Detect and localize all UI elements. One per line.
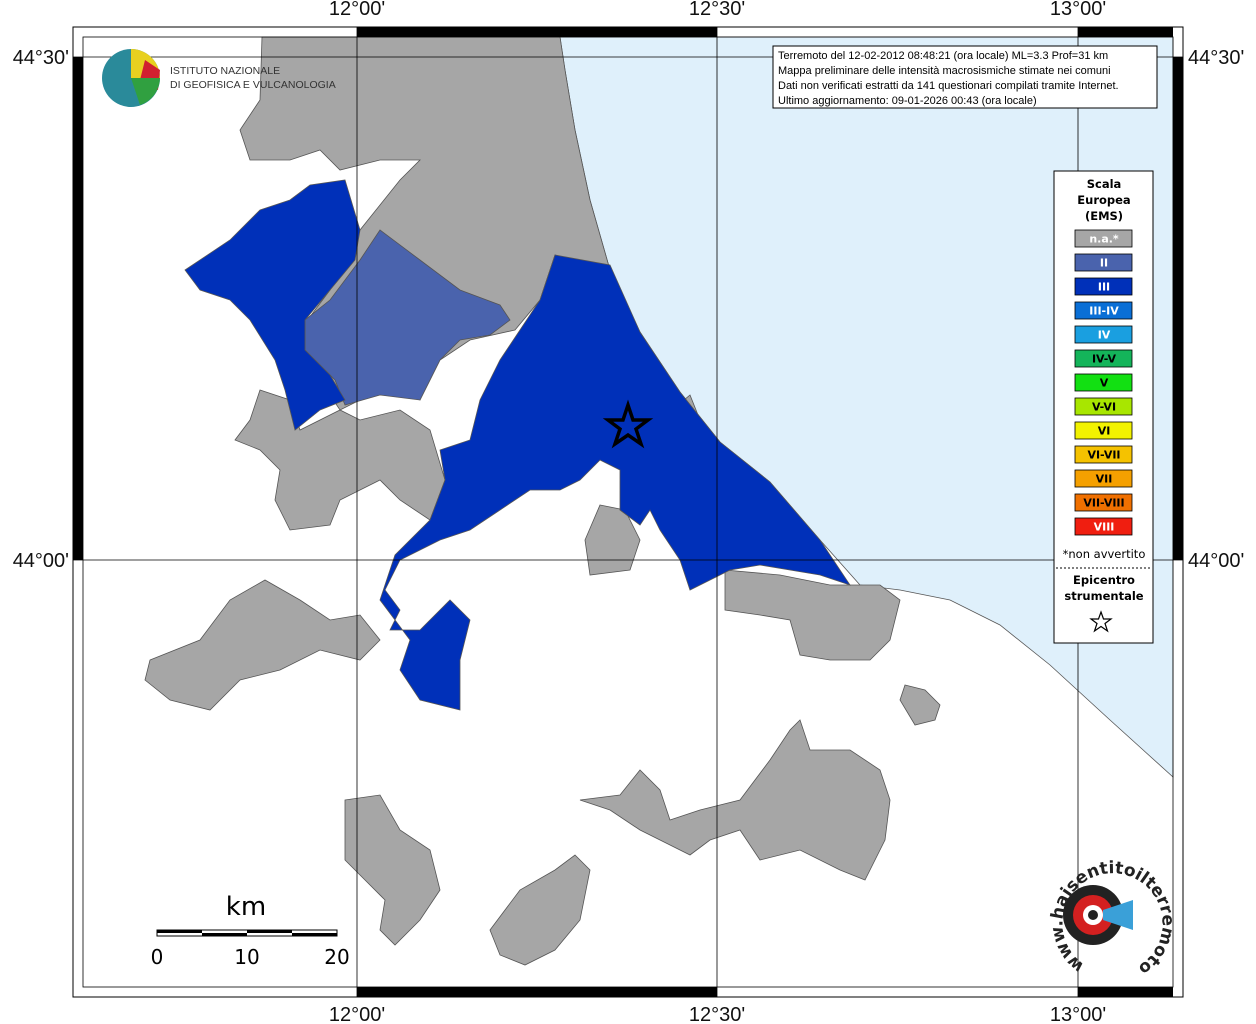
- latitude-label: 44°00': [1188, 550, 1244, 572]
- legend-label: IV-V: [1092, 353, 1117, 366]
- area: [304, 229, 511, 406]
- municipalities: [144, 36, 941, 966]
- scale-label: 20: [324, 945, 349, 969]
- frame-bar: [1173, 57, 1183, 560]
- watermark-horn: [1103, 900, 1133, 930]
- logo-text: ISTITUTO NAZIONALE: [170, 65, 280, 77]
- longitude-label: 12°30': [689, 0, 745, 20]
- latitude-label: 44°00': [13, 550, 69, 572]
- info-line: Mappa preliminare delle intensità macros…: [778, 65, 1111, 77]
- legend-swatch: [1074, 253, 1133, 272]
- legend-swatch: [1074, 229, 1133, 248]
- legend-epicenter: Epicentro: [1073, 573, 1135, 587]
- frame-bar: [357, 27, 717, 37]
- legend-title: (EMS): [1085, 209, 1123, 223]
- legend-title: Scala: [1087, 177, 1122, 191]
- longitude-label: 12°00': [329, 1004, 385, 1024]
- legend-swatch: [1074, 301, 1133, 320]
- longitude-label: 13°00': [1050, 0, 1106, 20]
- latitude-label: 44°30': [1188, 47, 1244, 69]
- legend-label: VIII: [1094, 521, 1115, 534]
- info-line: Dati non verificati estratti da 141 ques…: [778, 80, 1119, 92]
- legend-swatch: [1074, 277, 1133, 296]
- legend-label: VII: [1096, 473, 1113, 486]
- area: [184, 179, 361, 431]
- watermark-circle: [1088, 910, 1098, 920]
- area: [234, 389, 446, 531]
- info-frame: [772, 45, 1158, 109]
- epicenter: [602, 399, 654, 449]
- frame-border: [73, 27, 1183, 997]
- info-line: Ultimo aggiornamento: 09-01-2026 00:43 (…: [778, 95, 1037, 107]
- area: [579, 719, 891, 881]
- legend-swatch: [1074, 373, 1133, 392]
- legend-swatch: [1074, 493, 1133, 512]
- legend-label: III: [1098, 281, 1110, 294]
- longitude-label: 12°00': [329, 0, 385, 20]
- frame-bar: [73, 57, 83, 560]
- area: [144, 579, 381, 711]
- legend-swatch: [1074, 397, 1133, 416]
- area: [724, 569, 901, 661]
- scale-label: 10: [234, 945, 259, 969]
- area: [379, 254, 851, 711]
- area: [899, 684, 941, 726]
- scale-unit: km: [226, 892, 266, 922]
- legend-label: V: [1100, 377, 1109, 390]
- area: [344, 794, 441, 946]
- area: [489, 854, 591, 966]
- frame-bar: [1078, 987, 1173, 997]
- scale-label: 0: [151, 945, 164, 969]
- legend-label: V-VI: [1092, 401, 1116, 414]
- longitude-label: 13°00': [1050, 1004, 1106, 1024]
- legend-label: VI: [1098, 425, 1111, 438]
- legend-note: *non avvertito: [1063, 547, 1146, 561]
- legend-title: Europea: [1077, 193, 1130, 207]
- scale-segment: [157, 930, 202, 933]
- legend-label: II: [1100, 257, 1108, 270]
- legend-label: VII-VIII: [1083, 497, 1124, 510]
- frame-bar: [357, 987, 717, 997]
- legend-swatch: [1074, 349, 1133, 368]
- scale-bar: km 0 10 20: [151, 892, 350, 969]
- legend-label: IV: [1098, 329, 1111, 342]
- legend-star: [1089, 610, 1113, 633]
- scale-segment: [202, 933, 247, 936]
- info-line: Terremoto del 12-02-2012 08:48:21 (ora l…: [778, 50, 1108, 62]
- frame-bar: [1078, 27, 1173, 37]
- logo-text: DI GEOFISICA E VULCANOLOGIA: [170, 79, 336, 91]
- legend-swatch: [1074, 517, 1133, 536]
- inner-frame: [82, 36, 1174, 988]
- latitude-label: 44°30': [13, 47, 69, 69]
- legend-label: VI-VII: [1087, 449, 1120, 462]
- legend-epicenter: strumentale: [1064, 589, 1143, 603]
- legend-swatch: [1074, 325, 1133, 344]
- legend-label: n.a.*: [1089, 233, 1119, 246]
- logo-segment: [131, 78, 160, 105]
- legend-swatch: [1074, 421, 1133, 440]
- scale-segment: [247, 930, 292, 933]
- legend-swatch: [1074, 469, 1133, 488]
- info-box: Terremoto del 12-02-2012 08:48:21 (ora l…: [772, 45, 1158, 109]
- logo: ISTITUTO NAZIONALE DI GEOFISICA E VULCAN…: [102, 49, 336, 107]
- legend-label: III-IV: [1089, 305, 1119, 318]
- legend: Scala Europea (EMS) *non avvertito Epice…: [1053, 170, 1154, 644]
- longitude-label: 12°30': [689, 1004, 745, 1024]
- legend-swatch: [1074, 445, 1133, 464]
- scale-segment: [292, 933, 337, 936]
